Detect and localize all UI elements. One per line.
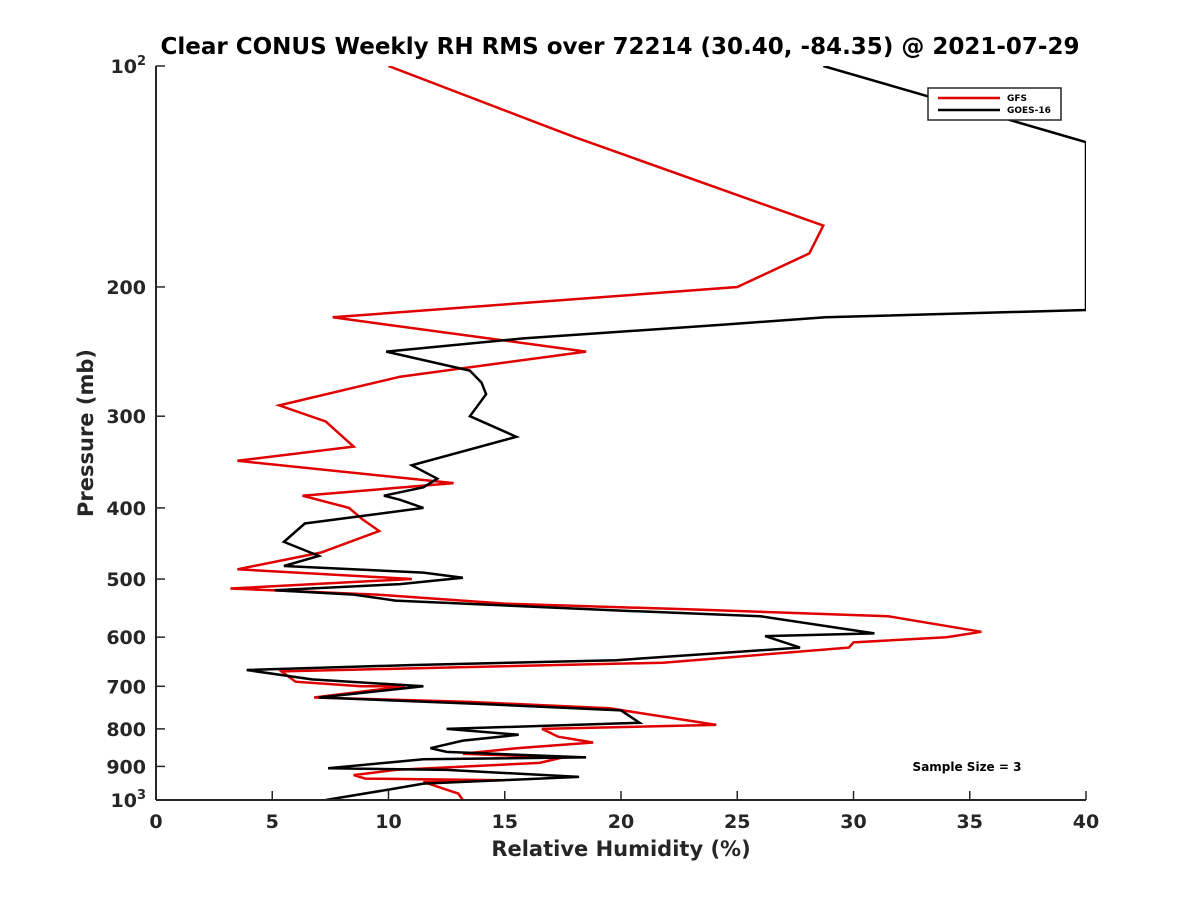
series-layer [230,66,1086,800]
y-tick-label: 103 [111,788,147,812]
x-tick-label: 40 [1073,811,1099,833]
y-tick-label: 400 [106,498,146,520]
y-tick-label: 900 [106,756,146,778]
series-line-gfs [230,66,982,800]
y-ticks: 102 200 300 400 500 600 700 800 900 103 [106,54,165,812]
x-tick-label: 30 [840,811,866,833]
y-tick-label: 500 [106,569,146,591]
legend-box [927,87,1062,121]
y-tick-label: 200 [106,277,146,299]
x-tick-label: 25 [724,811,750,833]
x-tick-label: 15 [492,811,518,833]
y-tick-label: 700 [106,676,146,698]
x-axis-label: Relative Humidity (%) [491,837,750,861]
legend: GFS GOES-16 [927,87,1062,121]
x-tick-label: 35 [957,811,983,833]
x-tick-label: 5 [266,811,279,833]
x-tick-label: 10 [375,811,401,833]
y-axis-label: Pressure (mb) [74,349,98,517]
y-tick-label: 600 [106,627,146,649]
y-tick-label: 800 [106,719,146,741]
chart-title: Clear CONUS Weekly RH RMS over 72214 (30… [161,34,1080,60]
sample-size-annotation: Sample Size = 3 [913,760,1022,774]
y-tick-label: 102 [111,54,147,78]
legend-label-goes16: GOES-16 [1007,106,1051,116]
x-tick-label: 0 [149,811,162,833]
legend-label-gfs: GFS [1007,94,1027,104]
x-tick-label: 20 [608,811,634,833]
x-ticks: 0 5 10 15 20 25 30 35 40 [149,791,1099,833]
y-tick-label: 300 [106,406,146,428]
series-line-goes-16 [246,66,1086,800]
axes [155,66,1086,801]
